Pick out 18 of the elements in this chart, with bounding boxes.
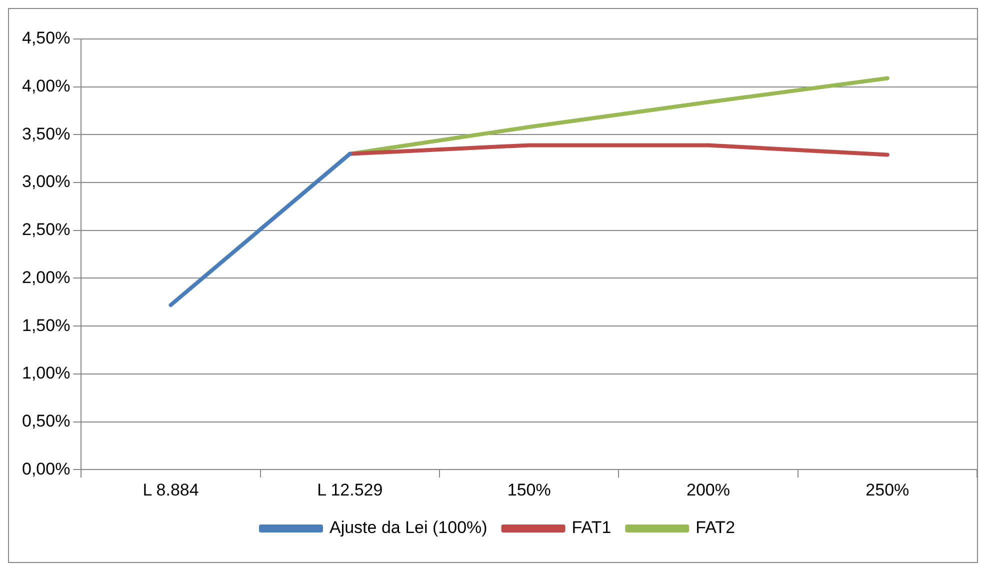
y-tick-label: 0,50% — [22, 411, 70, 430]
x-tick-label: L 8.884 — [142, 480, 199, 500]
legend-label: FAT2 — [696, 518, 736, 538]
y-tick-label: 4,00% — [22, 76, 70, 96]
y-tick-label: 0,00% — [22, 459, 70, 478]
y-tick-label: 1,00% — [22, 364, 70, 383]
x-tick-label: L 12.529 — [317, 480, 383, 500]
x-tick-label: 150% — [507, 480, 551, 500]
x-tick-label: 200% — [686, 480, 730, 500]
y-tick-label: 4,50% — [22, 28, 70, 48]
legend-label: FAT1 — [572, 518, 612, 538]
y-tick-label: 1,50% — [22, 316, 70, 335]
y-tick-label: 2,50% — [22, 220, 70, 240]
x-tick-label: 250% — [866, 480, 910, 500]
legend-label: Ajuste da Lei (100%) — [329, 518, 488, 538]
y-tick-label: 3,00% — [22, 172, 70, 192]
y-tick-label: 3,50% — [22, 124, 70, 144]
y-tick-label: 2,00% — [22, 268, 70, 287]
